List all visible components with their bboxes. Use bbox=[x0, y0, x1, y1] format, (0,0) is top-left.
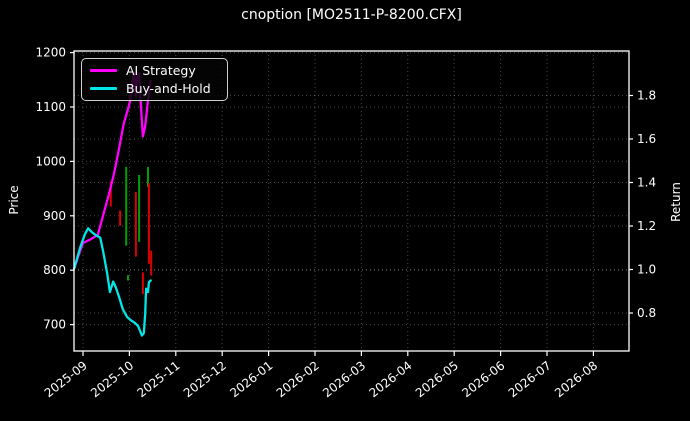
legend-label: Buy-and-Hold bbox=[126, 81, 211, 96]
y-tick-label-price: 1100 bbox=[35, 100, 66, 114]
x-tick-label: 2026-06 bbox=[459, 358, 507, 400]
x-tick-label: 2025-11 bbox=[135, 358, 183, 400]
y-tick-label-price: 1000 bbox=[35, 154, 66, 168]
y-tick-label-price: 900 bbox=[43, 209, 66, 223]
y-tick-label-return: 1.0 bbox=[637, 263, 656, 277]
buy-and-hold-line-swatch bbox=[90, 87, 117, 90]
x-tick-label: 2025-09 bbox=[42, 358, 90, 400]
y-tick-label-price: 1200 bbox=[35, 46, 66, 60]
legend-item-buy-and-hold: Buy-and-Hold bbox=[90, 81, 219, 96]
x-tick-label: 2026-05 bbox=[413, 358, 461, 400]
y-tick-label-return: 0.8 bbox=[637, 306, 656, 320]
y-tick-label-price: 800 bbox=[43, 263, 66, 277]
y-tick-label-return: 1.8 bbox=[637, 89, 656, 103]
y-axis-label-price: Price bbox=[7, 185, 21, 215]
legend-item-ai-strategy: AI Strategy bbox=[90, 63, 219, 78]
x-tick-label: 2026-02 bbox=[274, 358, 322, 400]
x-tick-label: 2026-08 bbox=[552, 358, 600, 400]
x-tick-label: 2026-04 bbox=[367, 358, 415, 400]
y-tick-label-return: 1.6 bbox=[637, 132, 656, 146]
y-axis-label-return: Return bbox=[669, 182, 683, 222]
x-tick-label: 2025-12 bbox=[181, 358, 229, 400]
plot-border bbox=[73, 50, 630, 352]
x-tick-label: 2026-07 bbox=[506, 358, 554, 400]
y-tick-label-price: 700 bbox=[43, 318, 66, 332]
ai-strategy-line-swatch bbox=[90, 69, 117, 72]
y-tick-label-return: 1.2 bbox=[637, 219, 656, 233]
legend: AI Strategy Buy-and-Hold bbox=[81, 58, 228, 101]
x-tick-label: 2026-01 bbox=[227, 358, 275, 400]
x-tick-label: 2026-03 bbox=[320, 358, 368, 400]
chart-title: cnoption [MO2511-P-8200.CFX] bbox=[241, 7, 462, 23]
series-line-buy-and-hold bbox=[73, 227, 152, 337]
y-tick-label-return: 1.4 bbox=[637, 176, 656, 190]
legend-label: AI Strategy bbox=[126, 63, 196, 78]
x-tick-label: 2025-10 bbox=[88, 358, 136, 400]
